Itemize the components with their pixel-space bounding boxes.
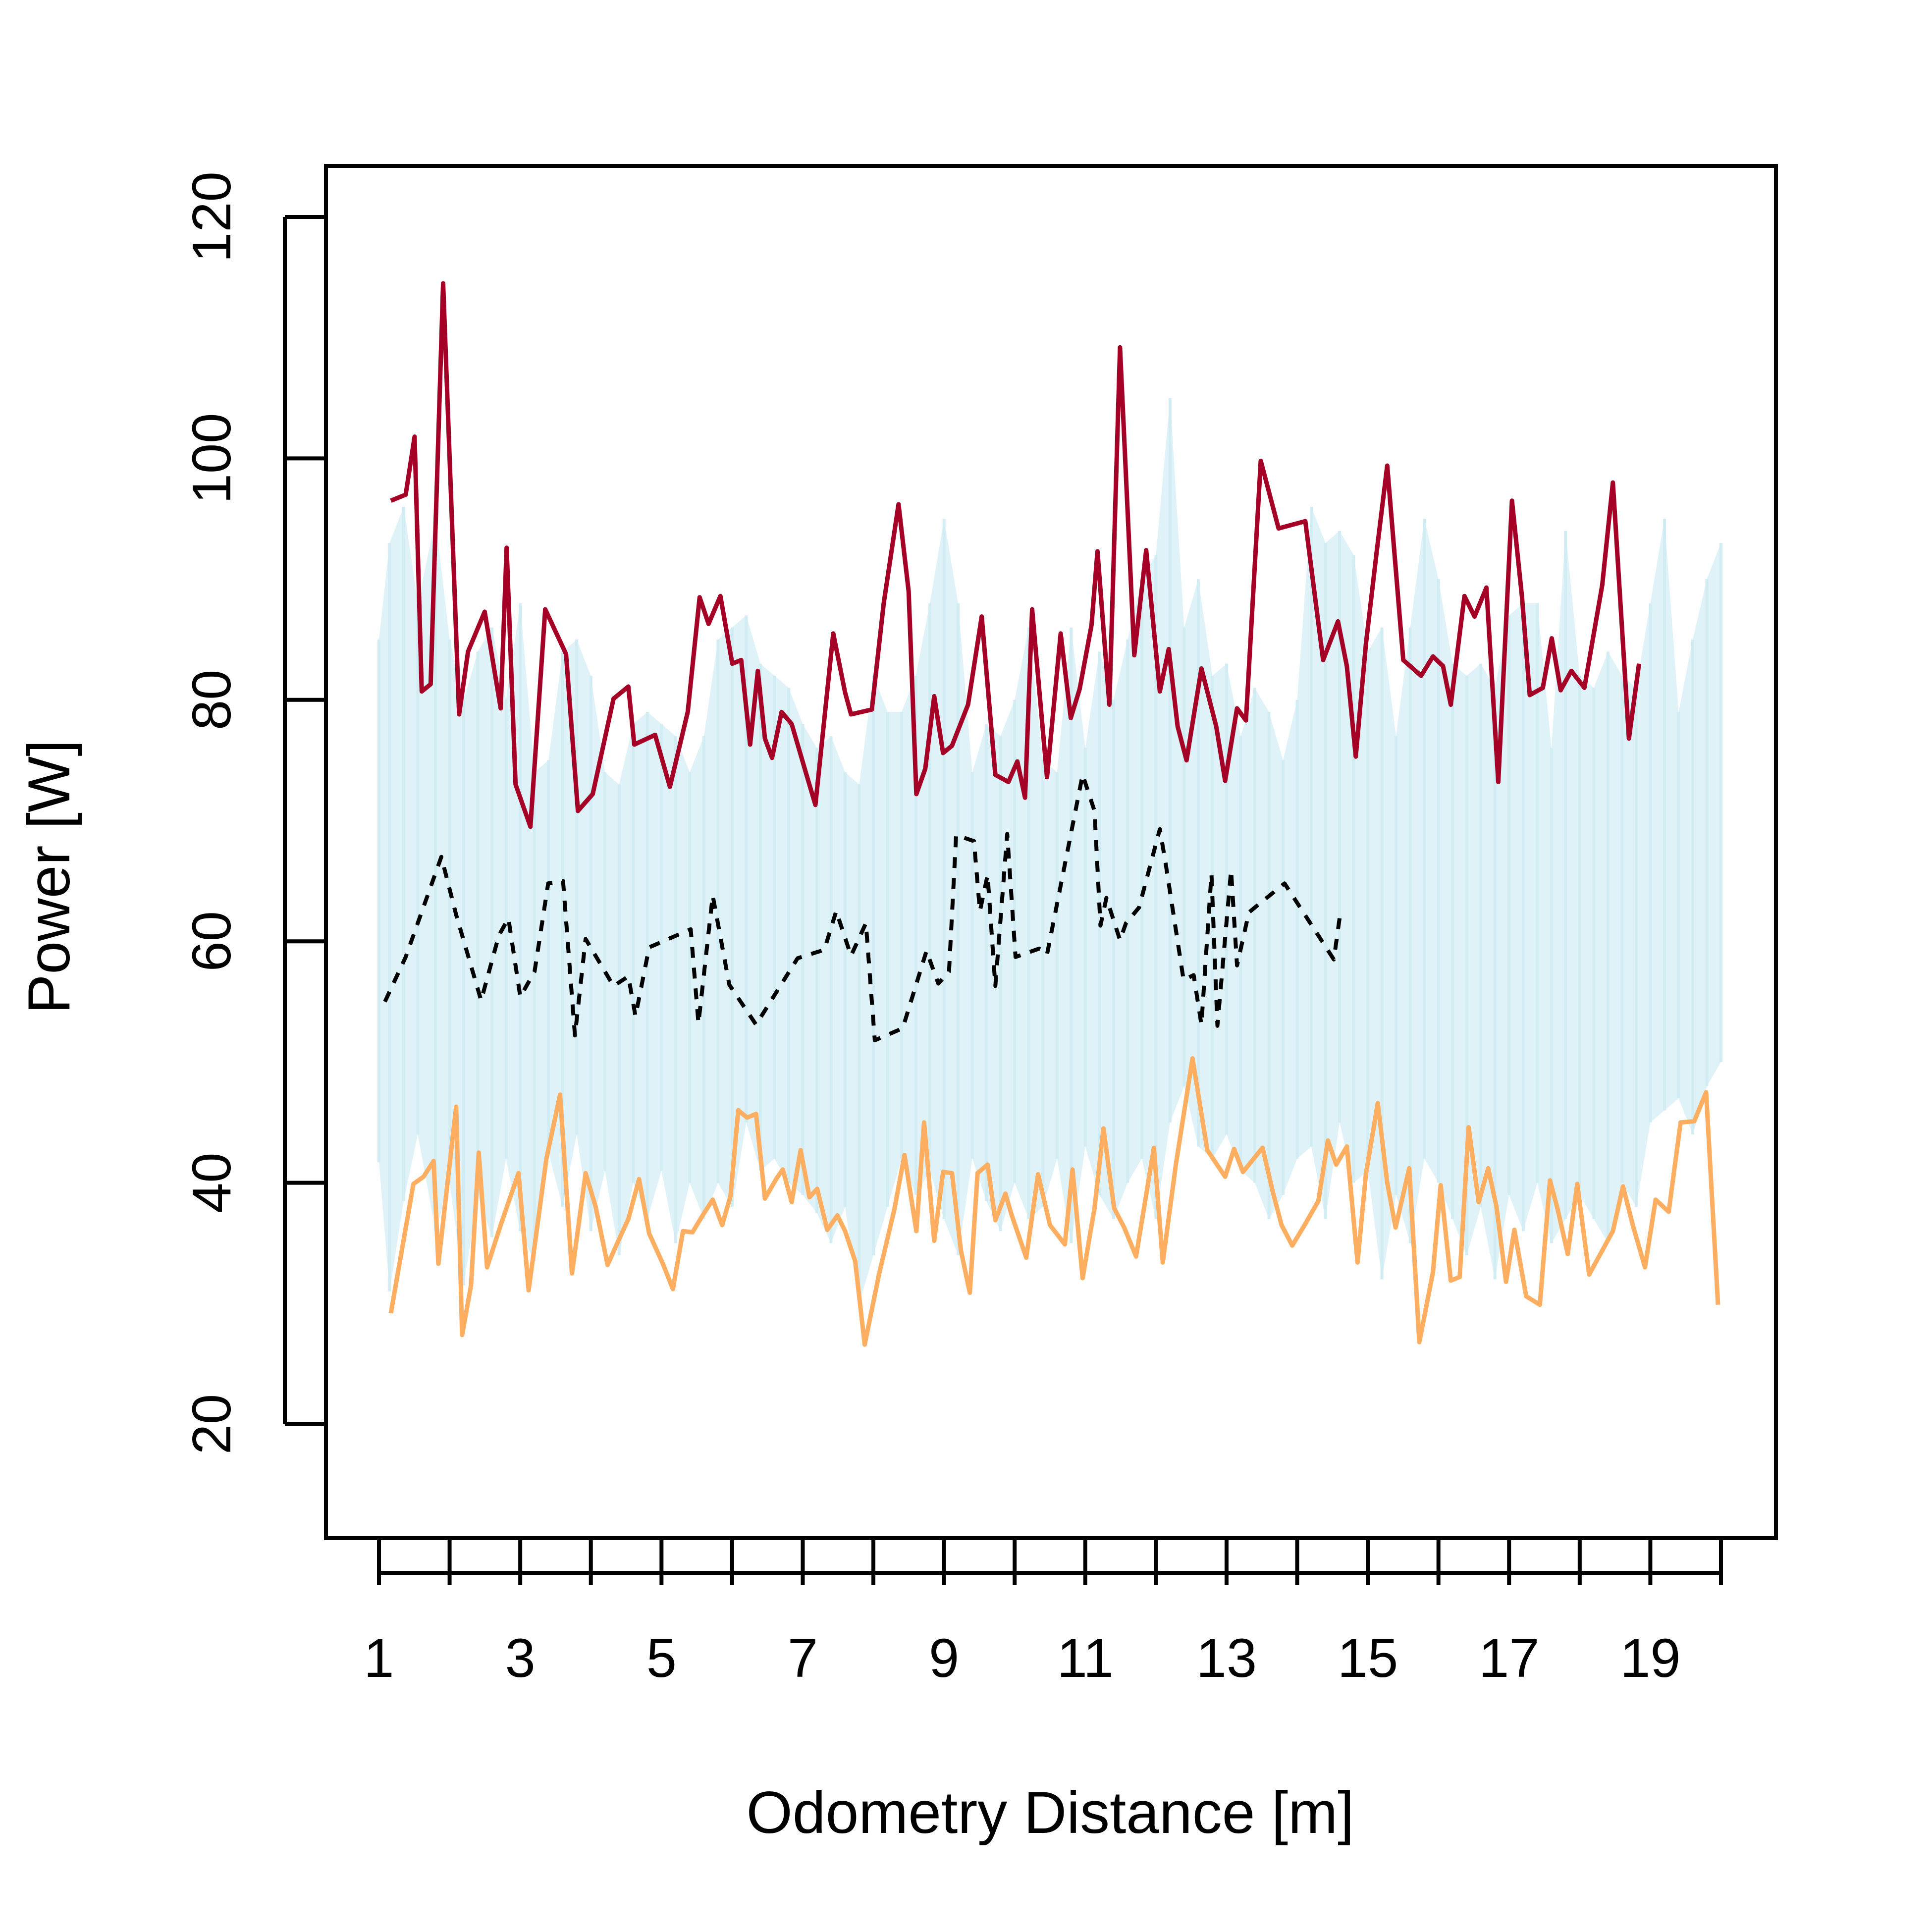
series-lines xyxy=(383,281,1720,1347)
y-tick-label: 40 xyxy=(181,1152,242,1213)
x-tick-label: 17 xyxy=(1479,1628,1539,1689)
x-tick-label: 13 xyxy=(1196,1628,1257,1689)
y-axis-title: Power [W] xyxy=(16,740,82,1014)
y-tick-label: 120 xyxy=(181,171,242,263)
y-tick-label: 80 xyxy=(181,670,242,730)
y-tick-label: 60 xyxy=(181,911,242,971)
min-power-line xyxy=(388,1056,1720,1347)
band-area xyxy=(379,398,1721,1304)
distribution-band xyxy=(377,398,1722,1304)
x-tick-label: 15 xyxy=(1338,1628,1398,1689)
x-tick-label: 19 xyxy=(1620,1628,1680,1689)
x-tick-label: 7 xyxy=(788,1628,818,1689)
x-tick-label: 11 xyxy=(1057,1628,1114,1689)
mean-power-line xyxy=(383,772,1343,1042)
y-axis: 20 40 60 80 100 120 xyxy=(181,171,326,1454)
x-tick-label: 5 xyxy=(646,1628,677,1689)
x-tick-label: 1 xyxy=(364,1628,394,1689)
x-axis: 1 3 5 7 9 11 13 15 17 19 xyxy=(364,1538,1723,1689)
y-tick-label: 100 xyxy=(181,413,242,504)
x-tick-label: 9 xyxy=(929,1628,959,1689)
plot-frame xyxy=(324,164,1778,1540)
max-power-line xyxy=(390,281,1642,829)
x-tick-label: 3 xyxy=(505,1628,536,1689)
y-tick-label: 20 xyxy=(181,1394,242,1454)
x-axis-title: Odometry Distance [m] xyxy=(746,1779,1354,1846)
